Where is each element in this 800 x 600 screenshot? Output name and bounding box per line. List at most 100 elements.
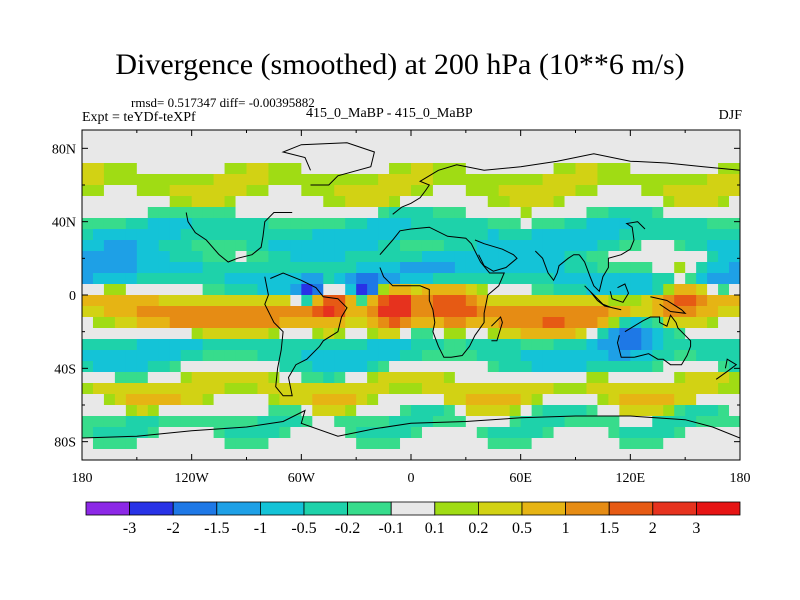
field-cell: [498, 394, 511, 406]
field-cell: [411, 240, 423, 252]
field-cell: [707, 427, 719, 439]
field-cell: [718, 438, 730, 450]
field-cell: [202, 394, 215, 406]
field-cell: [224, 196, 237, 208]
field-cell: [630, 306, 642, 318]
field-cell: [718, 383, 730, 395]
field-cell: [674, 317, 686, 329]
field-cell: [696, 207, 708, 219]
field-cell: [334, 427, 346, 439]
field-cell: [235, 185, 248, 197]
field-cell: [92, 251, 105, 263]
field-cell: [707, 141, 719, 153]
colorbar-label: -3: [123, 520, 136, 537]
field-cell: [531, 152, 544, 164]
field-cell: [465, 174, 478, 186]
field-cell: [707, 361, 719, 373]
colorbar-swatch: [85, 501, 130, 516]
field-cell: [92, 339, 105, 351]
field-cell: [487, 339, 500, 351]
field-cell: [564, 328, 577, 340]
field-cell: [487, 163, 500, 175]
field-cell: [696, 427, 708, 439]
field-cell: [586, 394, 599, 406]
field-cell: [421, 306, 434, 318]
field-cell: [378, 372, 390, 384]
field-cell: [224, 372, 237, 384]
field-cell: [136, 152, 149, 164]
field-cell: [290, 427, 302, 439]
field-cell: [235, 438, 248, 450]
field-cell: [454, 229, 467, 241]
field-cell: [707, 130, 719, 142]
field-cell: [454, 251, 467, 263]
field-cell: [323, 174, 335, 186]
field-cell: [400, 438, 412, 450]
field-cell: [663, 405, 675, 417]
field-cell: [663, 383, 675, 395]
field-cell: [125, 240, 138, 252]
field-cell: [575, 196, 588, 208]
field-cell: [389, 394, 401, 406]
field-cell: [103, 229, 116, 241]
colorbar-swatch: [129, 501, 174, 516]
field-cell: [685, 295, 697, 307]
field-cell: [685, 394, 697, 406]
field-cell: [356, 405, 368, 417]
field-cell: [619, 361, 631, 373]
field-cell: [191, 130, 204, 142]
field-cell: [180, 361, 193, 373]
field-cell: [443, 251, 456, 263]
field-cell: [246, 306, 259, 318]
field-cell: [498, 273, 511, 285]
field-cell: [334, 361, 346, 373]
field-cell: [619, 438, 631, 450]
field-cell: [619, 339, 631, 351]
field-cell: [257, 251, 270, 263]
field-cell: [674, 449, 686, 460]
field-cell: [82, 262, 94, 274]
field-cell: [421, 383, 434, 395]
field-cell: [575, 328, 588, 340]
field-cell: [630, 196, 642, 208]
field-cell: [674, 361, 686, 373]
field-cell: [202, 328, 215, 340]
field-cell: [586, 273, 599, 285]
field-cell: [718, 306, 730, 318]
field-cell: [586, 196, 599, 208]
field-cell: [520, 141, 533, 153]
field-cell: [553, 141, 566, 153]
field-cell: [246, 185, 259, 197]
field-cell: [718, 350, 730, 362]
field-cell: [301, 141, 313, 153]
field-cell: [421, 339, 434, 351]
field-cell: [586, 262, 599, 274]
field-cell: [279, 361, 291, 373]
field-cell: [82, 251, 94, 263]
field-cell: [136, 207, 149, 219]
field-cell: [367, 339, 379, 351]
field-cell: [147, 251, 160, 263]
field-cell: [696, 383, 708, 395]
field-cell: [378, 350, 390, 362]
field-cell: [345, 141, 357, 153]
field-cell: [180, 174, 193, 186]
field-cell: [235, 306, 248, 318]
field-cell: [103, 141, 116, 153]
field-cell: [268, 416, 280, 428]
field-cell: [400, 449, 412, 460]
field-cell: [224, 229, 237, 241]
field-cell: [498, 152, 511, 164]
field-cell: [103, 251, 116, 263]
field-cell: [367, 350, 379, 362]
field-cell: [674, 240, 686, 252]
field-cell: [597, 438, 609, 450]
field-cell: [465, 262, 478, 274]
field-cell: [378, 416, 390, 428]
field-cell: [487, 350, 500, 362]
field-cell: [103, 163, 116, 175]
field-cell: [301, 328, 313, 340]
field-cell: [279, 328, 291, 340]
field-cell: [180, 185, 193, 197]
field-cell: [663, 416, 675, 428]
